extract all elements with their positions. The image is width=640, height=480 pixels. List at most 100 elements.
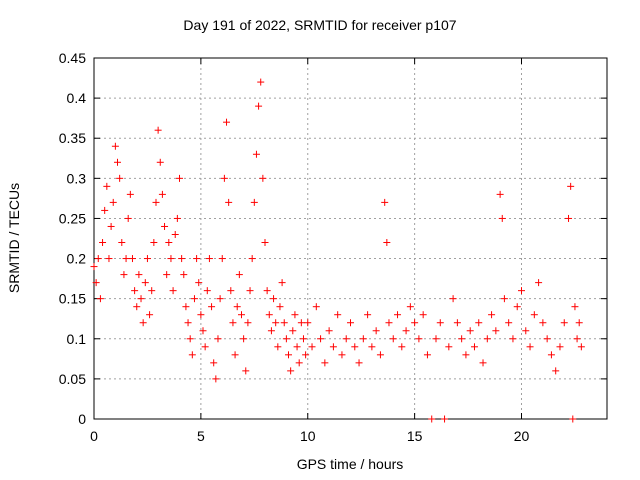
data-point bbox=[291, 311, 299, 319]
data-point bbox=[475, 319, 483, 327]
data-point bbox=[513, 303, 521, 311]
data-point bbox=[167, 255, 175, 263]
data-point bbox=[154, 126, 162, 134]
grid-lines bbox=[94, 58, 607, 419]
data-point bbox=[128, 255, 136, 263]
data-point bbox=[411, 319, 419, 327]
data-point bbox=[248, 255, 256, 263]
data-point bbox=[237, 311, 245, 319]
data-point bbox=[402, 327, 410, 335]
chart-title: Day 191 of 2022, SRMTID for receiver p10… bbox=[183, 17, 457, 33]
y-tick-label: 0.3 bbox=[67, 170, 87, 186]
data-point bbox=[526, 343, 534, 351]
data-point bbox=[500, 295, 508, 303]
data-point bbox=[246, 287, 254, 295]
data-point bbox=[203, 287, 211, 295]
data-point bbox=[141, 279, 149, 287]
data-point bbox=[111, 142, 119, 150]
data-point bbox=[169, 287, 177, 295]
data-point bbox=[325, 327, 333, 335]
data-point bbox=[218, 255, 226, 263]
data-point bbox=[518, 287, 525, 295]
data-point bbox=[184, 319, 192, 327]
data-point bbox=[265, 311, 273, 319]
data-point bbox=[220, 174, 228, 182]
data-point bbox=[470, 343, 478, 351]
data-point bbox=[114, 158, 122, 166]
data-point bbox=[99, 239, 107, 247]
data-point bbox=[120, 271, 128, 279]
data-point bbox=[92, 279, 100, 287]
data-point bbox=[282, 335, 290, 343]
data-point bbox=[244, 319, 252, 327]
data-point bbox=[240, 335, 248, 343]
data-point bbox=[556, 343, 564, 351]
data-point bbox=[415, 335, 423, 343]
data-point bbox=[223, 118, 231, 126]
data-point bbox=[107, 222, 115, 230]
data-point bbox=[297, 319, 305, 327]
data-point bbox=[252, 150, 260, 158]
data-point bbox=[212, 375, 220, 383]
data-point bbox=[394, 311, 402, 319]
data-point bbox=[308, 343, 316, 351]
data-point bbox=[250, 198, 258, 206]
data-point bbox=[552, 367, 560, 375]
data-point bbox=[146, 311, 154, 319]
data-point bbox=[383, 239, 391, 247]
data-point bbox=[267, 327, 275, 335]
data-point bbox=[522, 327, 530, 335]
data-point bbox=[193, 255, 201, 263]
data-point bbox=[334, 311, 342, 319]
data-point bbox=[173, 214, 181, 222]
data-point bbox=[152, 198, 160, 206]
data-point bbox=[96, 295, 104, 303]
data-point bbox=[406, 303, 414, 311]
data-point bbox=[498, 214, 506, 222]
data-point bbox=[342, 335, 350, 343]
data-point bbox=[272, 319, 280, 327]
data-point bbox=[295, 359, 303, 367]
data-point bbox=[304, 319, 312, 327]
data-point bbox=[385, 319, 393, 327]
y-tick-label: 0.45 bbox=[59, 50, 86, 66]
data-point bbox=[255, 102, 263, 110]
data-point bbox=[432, 335, 440, 343]
data-point bbox=[242, 367, 250, 375]
data-point bbox=[270, 295, 278, 303]
data-point bbox=[176, 174, 183, 182]
data-point bbox=[376, 351, 384, 359]
data-point bbox=[195, 279, 203, 287]
y-tick-label: 0 bbox=[78, 411, 86, 427]
y-tick-label: 0.4 bbox=[67, 90, 87, 106]
data-point bbox=[201, 343, 209, 351]
data-point bbox=[535, 279, 543, 287]
x-tick-label: 0 bbox=[90, 428, 98, 444]
data-point bbox=[233, 303, 241, 311]
data-point bbox=[109, 198, 117, 206]
data-point bbox=[302, 351, 310, 359]
data-point bbox=[276, 303, 284, 311]
data-point bbox=[530, 311, 538, 319]
data-point bbox=[197, 311, 205, 319]
data-point bbox=[389, 335, 397, 343]
data-point bbox=[171, 230, 179, 238]
data-point bbox=[577, 343, 585, 351]
data-point bbox=[312, 303, 320, 311]
x-tick-label: 20 bbox=[514, 428, 530, 444]
data-point bbox=[210, 359, 218, 367]
data-point bbox=[188, 351, 196, 359]
x-tick-label: 15 bbox=[407, 428, 423, 444]
data-point bbox=[351, 343, 359, 351]
data-point bbox=[150, 239, 158, 247]
data-point bbox=[208, 303, 216, 311]
data-point bbox=[293, 343, 301, 351]
data-point bbox=[180, 271, 188, 279]
data-point bbox=[231, 351, 239, 359]
data-point bbox=[137, 295, 145, 303]
data-point bbox=[423, 351, 431, 359]
data-point bbox=[567, 182, 575, 190]
y-axis-label: SRMTID / TECUs bbox=[6, 182, 22, 294]
data-point bbox=[359, 335, 367, 343]
